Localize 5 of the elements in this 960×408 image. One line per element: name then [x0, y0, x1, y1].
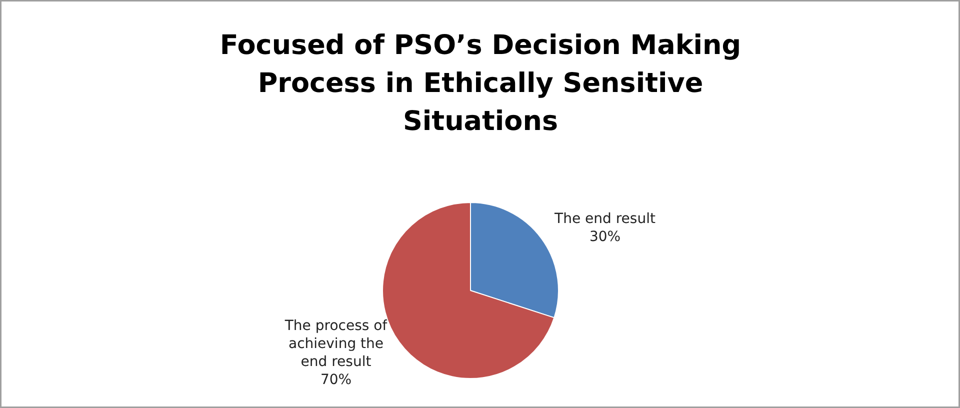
slice-label: The end result [554, 210, 656, 227]
chart-title: Focused of PSO’s Decision Making Process in Ethically Sensitive Situations [220, 30, 742, 137]
data-label: 70% [320, 372, 352, 388]
data-label: 30% [589, 228, 621, 245]
slice-label: The process of achieving the end result [284, 318, 388, 370]
